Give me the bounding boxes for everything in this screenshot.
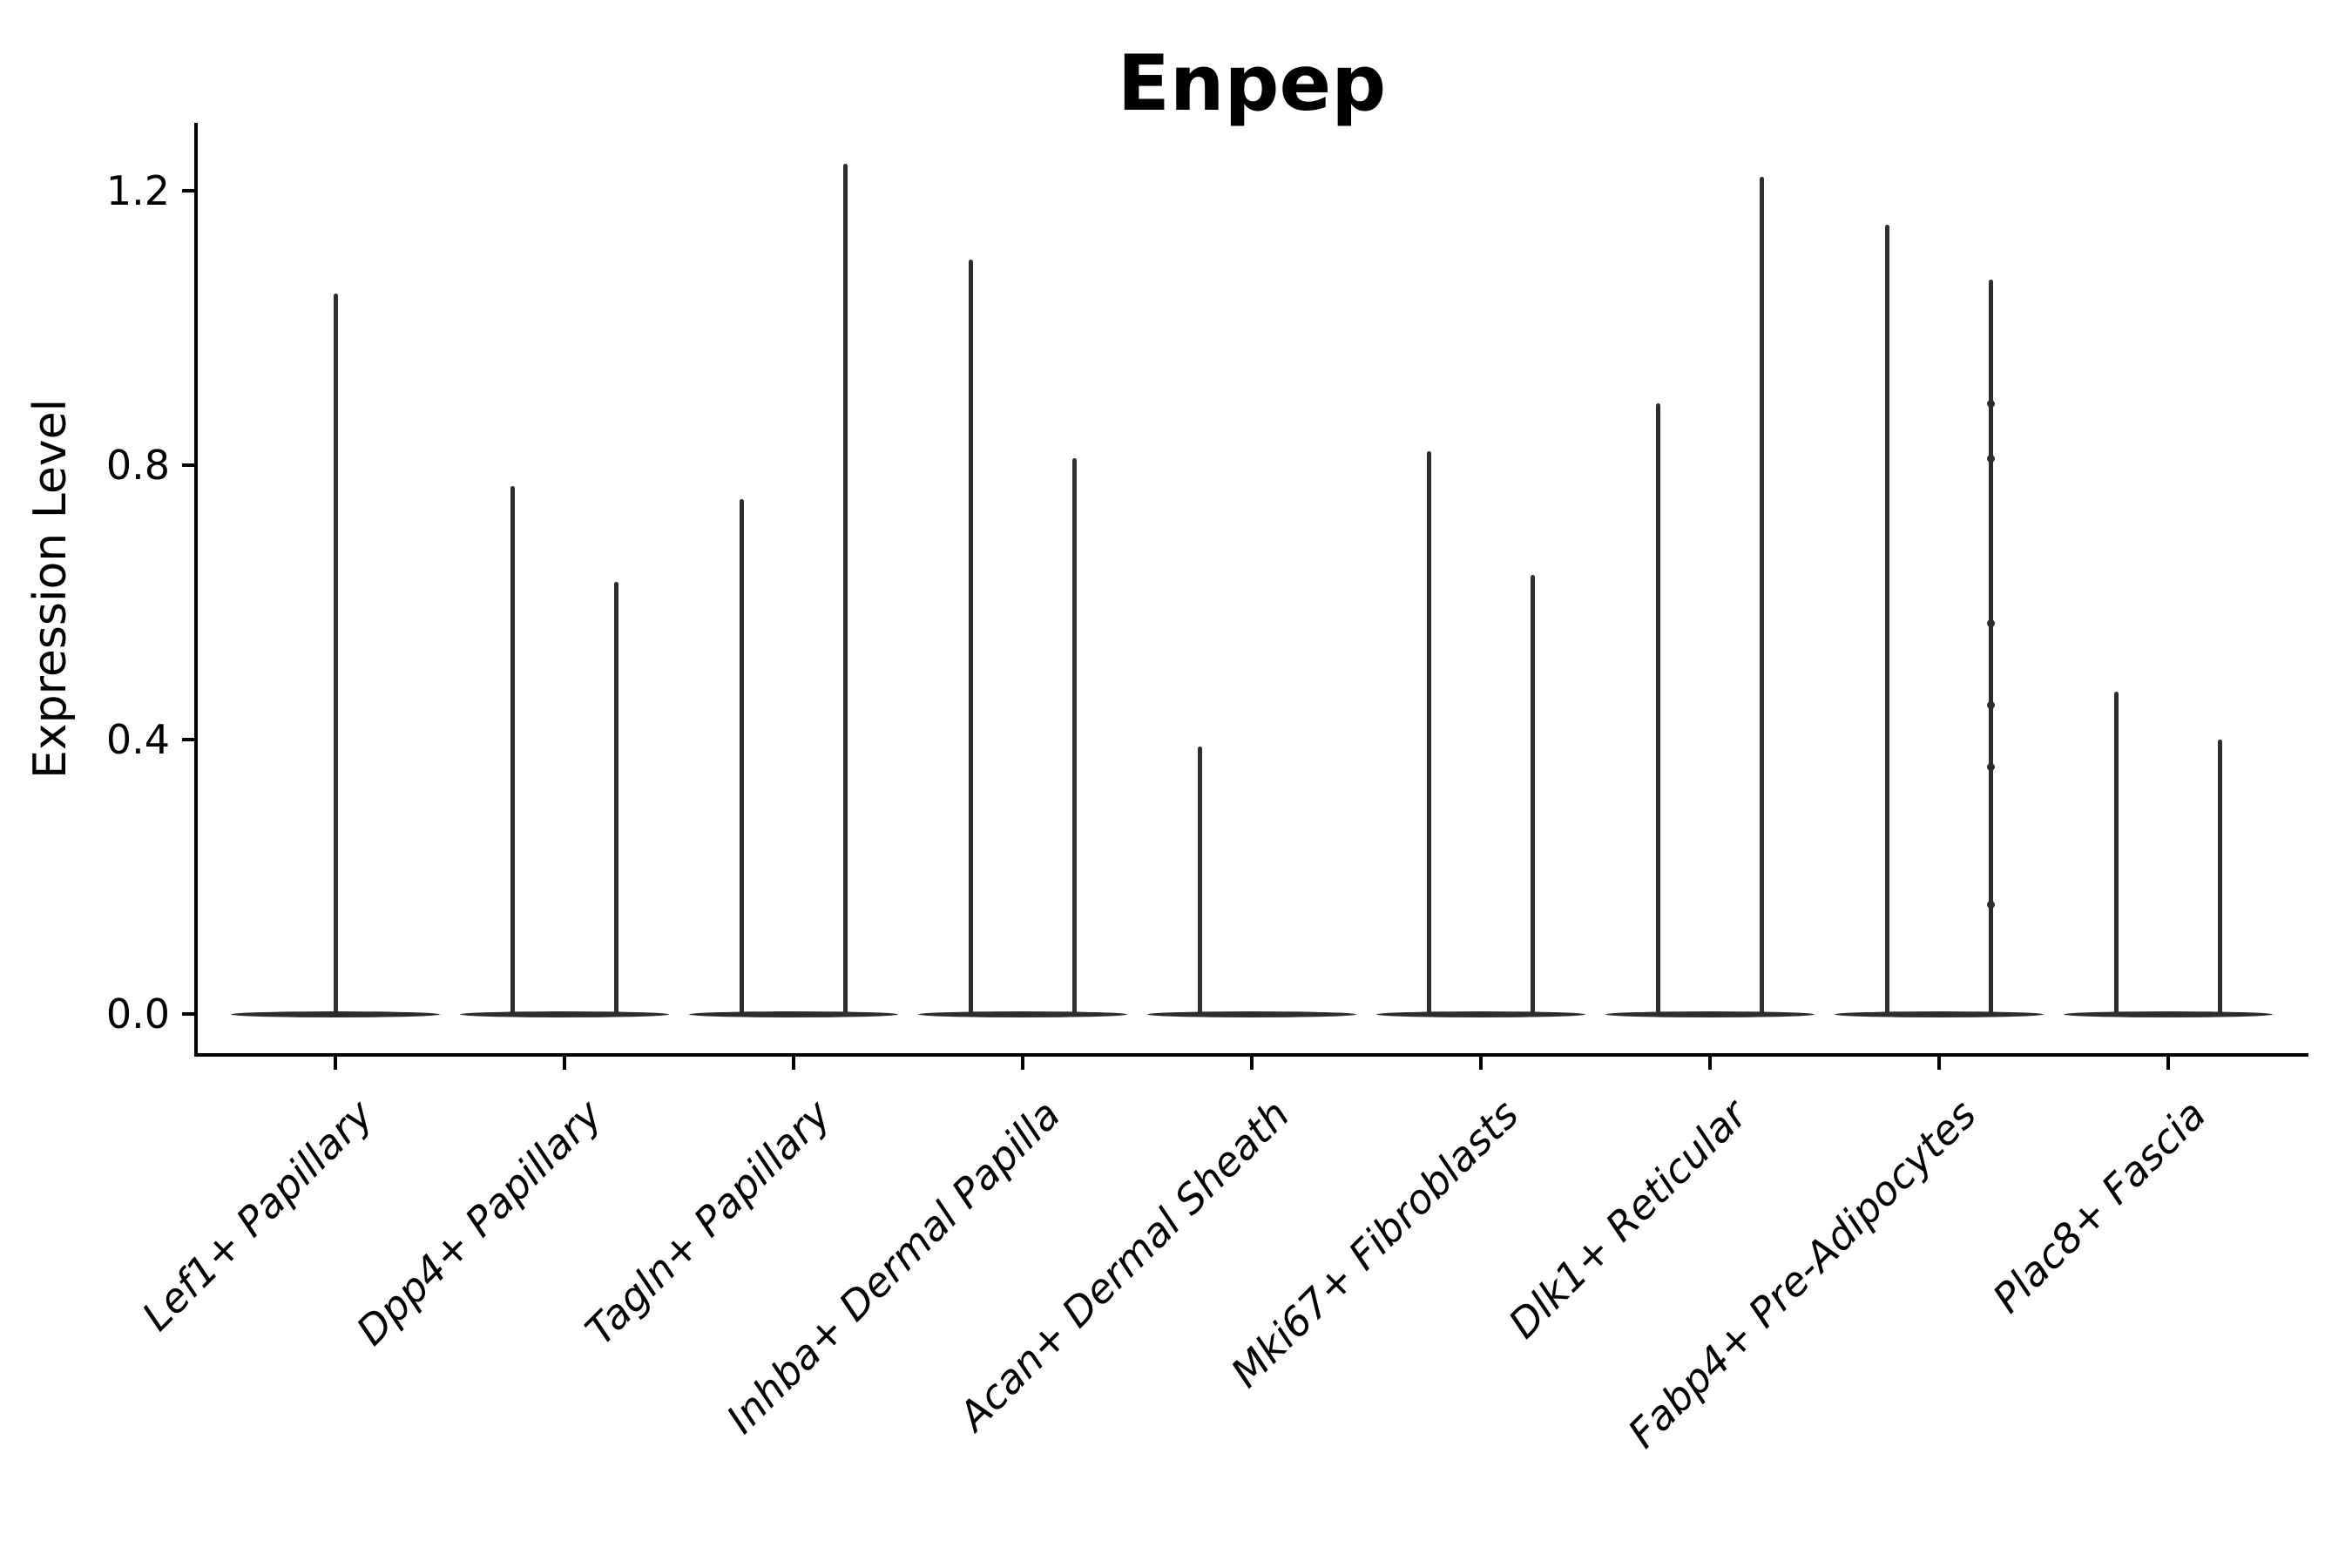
violin-spike bbox=[613, 581, 618, 1014]
y-tick bbox=[182, 189, 194, 193]
x-tick-label: Plac8+ Fascia bbox=[1983, 1091, 2215, 1322]
y-tick-label: 0.4 bbox=[105, 716, 170, 763]
y-axis-label: Expression Level bbox=[24, 398, 77, 780]
x-tick bbox=[1250, 1057, 1254, 1070]
x-tick bbox=[563, 1057, 566, 1070]
violin-body bbox=[1605, 1010, 1815, 1017]
expression-dot bbox=[1986, 763, 1995, 771]
expression-dot bbox=[1986, 900, 1995, 909]
violin-spike bbox=[1988, 280, 1993, 1014]
violin-spike bbox=[510, 485, 515, 1014]
violin-spike bbox=[1884, 225, 1889, 1014]
violin-spike bbox=[1071, 458, 1077, 1014]
violin-spike bbox=[333, 294, 338, 1014]
x-tick bbox=[1021, 1057, 1024, 1070]
x-axis-spine bbox=[194, 1053, 2308, 1057]
x-tick bbox=[792, 1057, 795, 1070]
chart-title: Enpep bbox=[1117, 38, 1387, 128]
x-tick bbox=[1708, 1057, 1712, 1070]
expression-dot bbox=[1986, 701, 1995, 710]
x-tick-label: Dpp4+ Papillary bbox=[347, 1091, 612, 1355]
violin-spike bbox=[1426, 451, 1431, 1014]
y-tick-label: 0.8 bbox=[105, 442, 170, 489]
y-axis-spine bbox=[194, 123, 198, 1057]
violin-spike bbox=[1655, 403, 1660, 1014]
violin-spike bbox=[2113, 691, 2119, 1014]
expression-dot bbox=[1986, 454, 1995, 463]
expression-dot bbox=[1986, 399, 1995, 408]
violin-body bbox=[460, 1010, 669, 1017]
x-tick-label: Lef1+ Papillary bbox=[132, 1091, 382, 1340]
x-tick-label: Tagln+ Papillary bbox=[576, 1091, 841, 1355]
y-tick bbox=[182, 1012, 194, 1016]
expression-dot bbox=[1986, 618, 1995, 627]
y-tick-label: 0.0 bbox=[105, 990, 170, 1037]
violin-spike bbox=[739, 499, 744, 1014]
x-tick bbox=[1479, 1057, 1483, 1070]
violin-body bbox=[1376, 1010, 1585, 1017]
y-tick bbox=[182, 738, 194, 741]
violin-body bbox=[918, 1010, 1127, 1017]
violin-body bbox=[231, 1010, 440, 1017]
x-tick bbox=[334, 1057, 337, 1070]
violin-spike bbox=[1197, 746, 1202, 1014]
x-tick bbox=[2166, 1057, 2170, 1070]
violin-spike bbox=[2217, 740, 2222, 1014]
violin-body bbox=[1147, 1010, 1356, 1017]
y-tick bbox=[182, 463, 194, 467]
y-tick-label: 1.2 bbox=[105, 167, 170, 214]
violin-body bbox=[689, 1010, 898, 1017]
violin-spike bbox=[968, 259, 973, 1014]
violin-body bbox=[2064, 1010, 2273, 1017]
violin-spike bbox=[1530, 575, 1535, 1014]
violin-body bbox=[1835, 1010, 2044, 1017]
violin-spike bbox=[842, 163, 848, 1014]
x-tick-label: Dlk1+ Reticular bbox=[1499, 1091, 1757, 1348]
violin-spike bbox=[1759, 177, 1764, 1014]
x-tick bbox=[1937, 1057, 1941, 1070]
